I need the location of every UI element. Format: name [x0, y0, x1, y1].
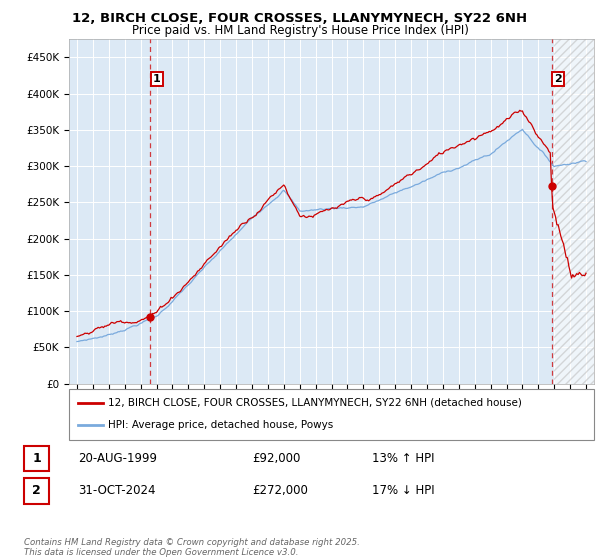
Text: Contains HM Land Registry data © Crown copyright and database right 2025.
This d: Contains HM Land Registry data © Crown c…: [24, 538, 360, 557]
Text: £272,000: £272,000: [252, 484, 308, 497]
Text: HPI: Average price, detached house, Powys: HPI: Average price, detached house, Powy…: [109, 421, 334, 431]
Text: 2: 2: [32, 484, 41, 497]
Text: 2: 2: [554, 74, 562, 84]
Text: 12, BIRCH CLOSE, FOUR CROSSES, LLANYMYNECH, SY22 6NH: 12, BIRCH CLOSE, FOUR CROSSES, LLANYMYNE…: [73, 12, 527, 25]
Text: 17% ↓ HPI: 17% ↓ HPI: [372, 484, 434, 497]
Text: 12, BIRCH CLOSE, FOUR CROSSES, LLANYMYNECH, SY22 6NH (detached house): 12, BIRCH CLOSE, FOUR CROSSES, LLANYMYNE…: [109, 398, 522, 408]
FancyBboxPatch shape: [69, 389, 594, 440]
Text: 1: 1: [32, 452, 41, 465]
Bar: [554, 39, 594, 384]
Text: 31-OCT-2024: 31-OCT-2024: [78, 484, 155, 497]
Text: 13% ↑ HPI: 13% ↑ HPI: [372, 452, 434, 465]
Text: 20-AUG-1999: 20-AUG-1999: [78, 452, 157, 465]
Text: 1: 1: [153, 74, 161, 84]
FancyBboxPatch shape: [24, 446, 49, 472]
Text: Price paid vs. HM Land Registry's House Price Index (HPI): Price paid vs. HM Land Registry's House …: [131, 24, 469, 36]
Text: £92,000: £92,000: [252, 452, 301, 465]
FancyBboxPatch shape: [24, 478, 49, 503]
